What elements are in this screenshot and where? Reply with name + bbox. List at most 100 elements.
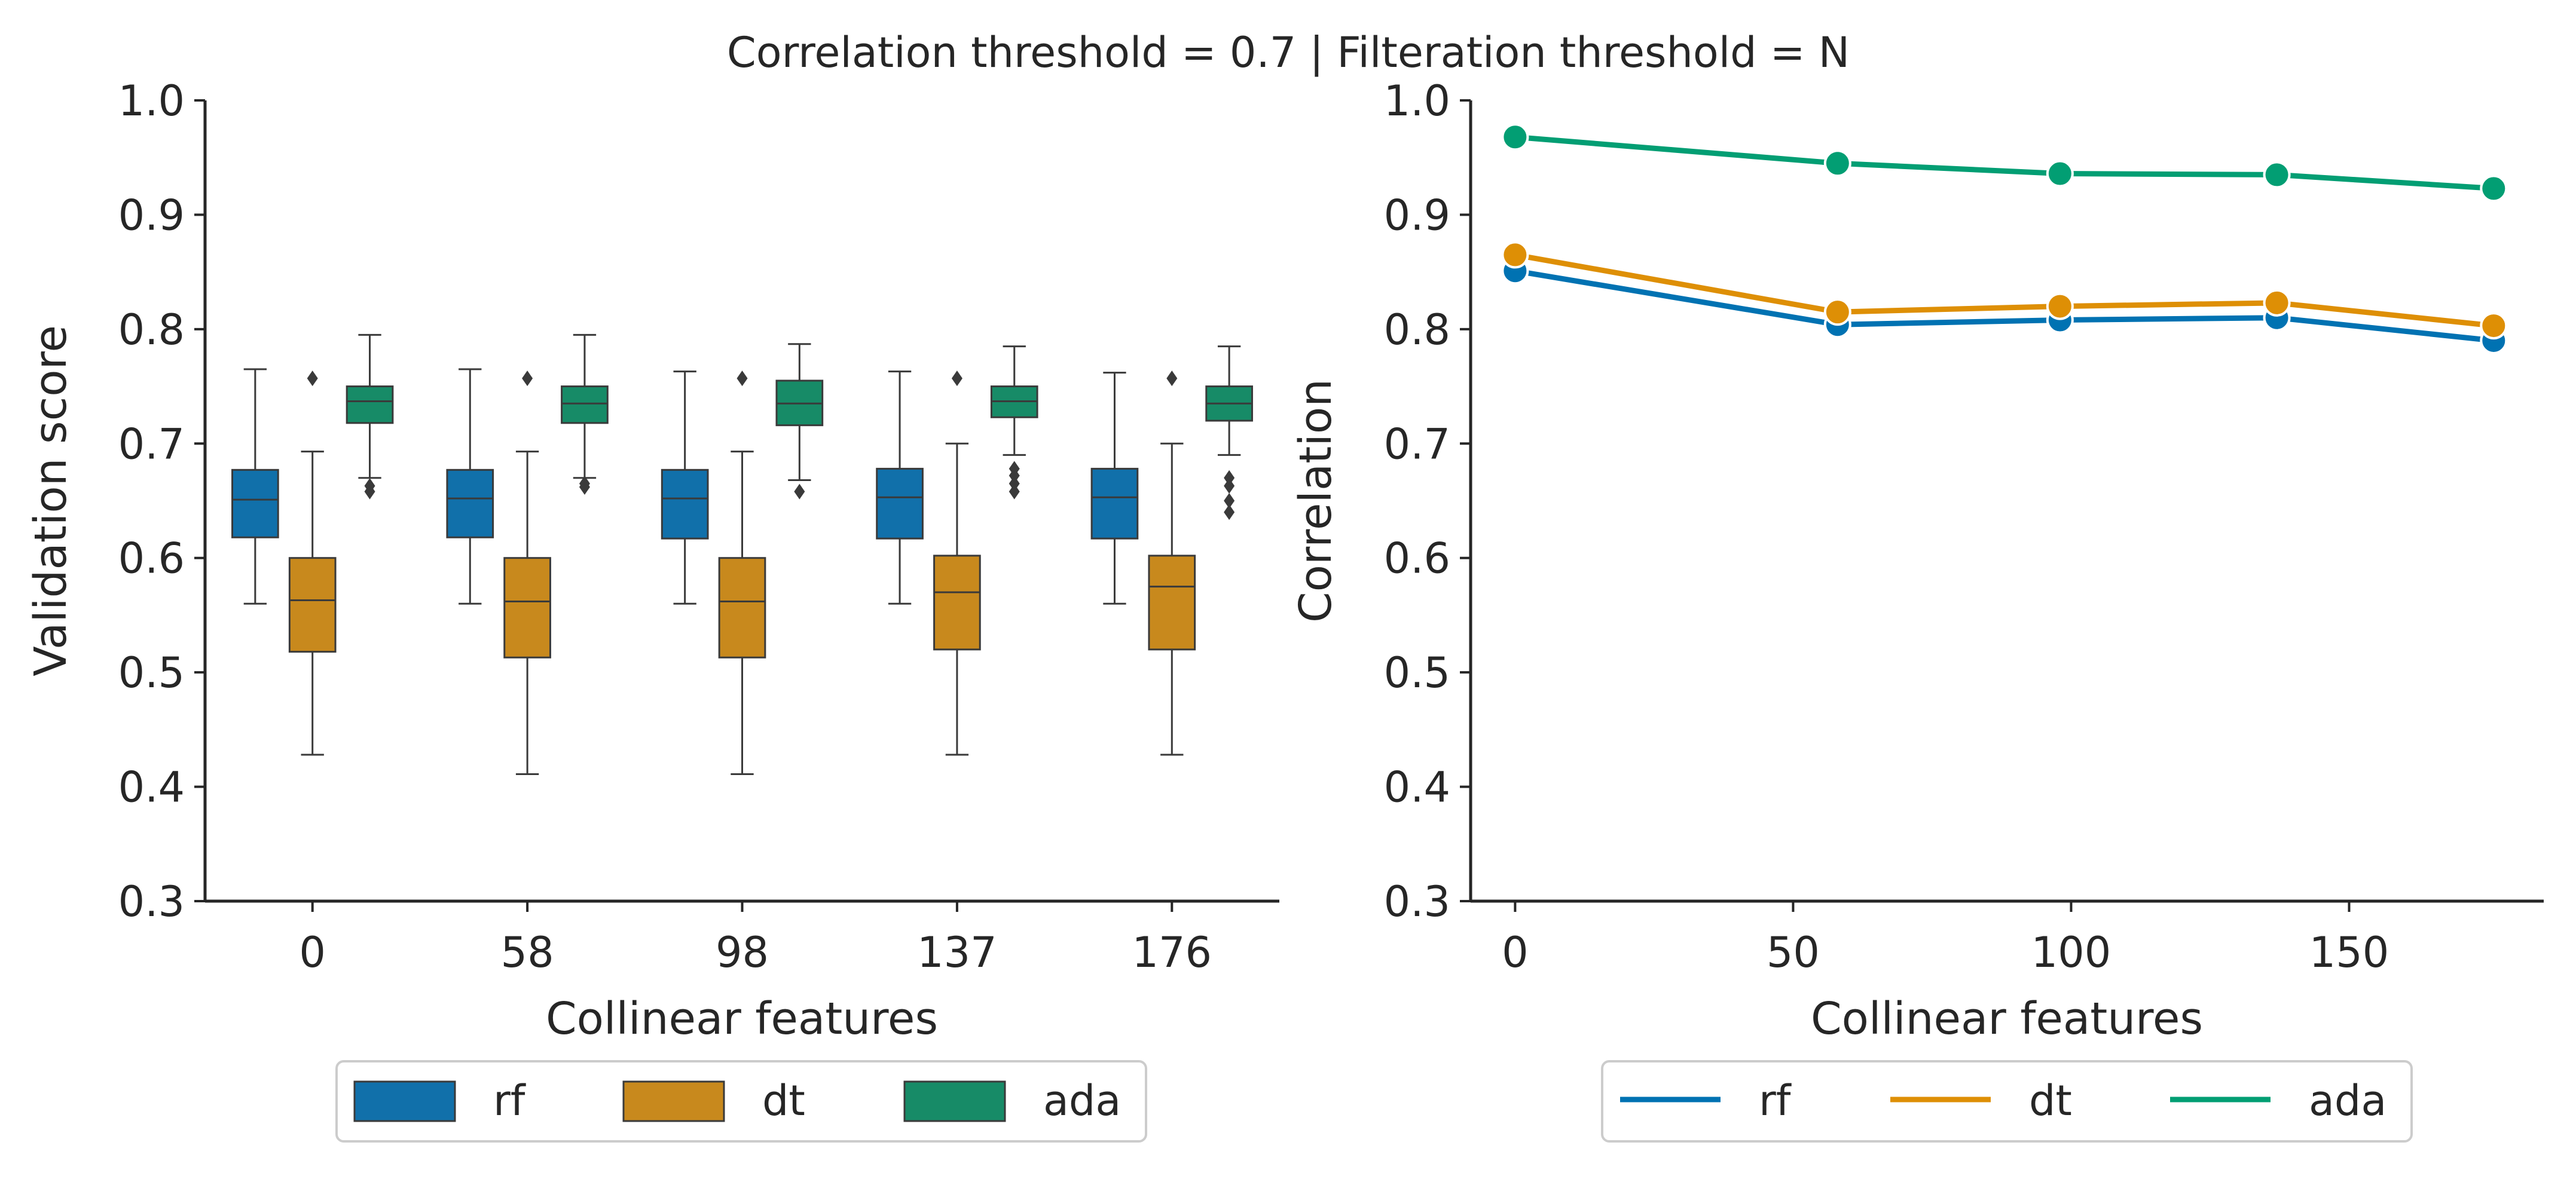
line-y-tick-label: 0.3 [1384, 877, 1450, 926]
line-point-ada [1823, 149, 1851, 177]
box-ada-98 [775, 343, 824, 500]
boxplot-x-tick-label: 58 [501, 928, 554, 977]
box-outlier-point [737, 370, 748, 387]
boxplot-y-tick-label: 0.8 [118, 305, 185, 354]
line-y-axis-label: Correlation [1290, 379, 1342, 623]
line-y-tick-label: 0.5 [1384, 648, 1450, 697]
boxplot-x-ticks: 0 58 98 137 176 [299, 901, 1212, 977]
line-point-dt [2480, 312, 2508, 340]
box-outlier-point [307, 370, 318, 387]
box-outlier-point [794, 483, 805, 500]
boxplot-legend-label-rf: rf [493, 1076, 526, 1125]
box-outlier-point [1166, 370, 1178, 387]
line-legend-label-rf: rf [1759, 1076, 1792, 1125]
line-y-tick-label: 0.9 [1384, 191, 1450, 240]
box-outlier-point [1224, 470, 1235, 486]
boxplot-x-axis-label: Collinear features [546, 993, 938, 1045]
line-y-ticks: 0.3 0.4 0.5 0.6 0.7 0.8 0.9 1.0 [1384, 76, 1471, 926]
boxplot-y-tick-label: 0.3 [118, 877, 185, 926]
boxplot-legend-swatch-rf [353, 1080, 456, 1122]
line-x-tick-label: 50 [1767, 928, 1820, 977]
box-body [661, 468, 709, 540]
line-y-tick-label: 0.6 [1384, 534, 1450, 583]
box-dt-98 [718, 370, 766, 776]
box-body [346, 385, 394, 424]
boxplot-x-tick-label: 98 [716, 928, 769, 977]
boxplot-y-axis-label: Validation score [25, 325, 77, 676]
line-point-ada [2263, 161, 2291, 189]
boxplot-x-tick-label: 137 [917, 928, 997, 977]
boxplot-marks [231, 333, 1253, 776]
line-legend-label-ada: ada [2309, 1076, 2386, 1125]
box-ada-0 [346, 333, 394, 500]
boxplot-legend: rf dt ada [335, 1060, 1147, 1143]
box-body [231, 468, 279, 538]
boxplot-legend-label-dt: dt [762, 1076, 805, 1125]
line-panel: 0.3 0.4 0.5 0.6 0.7 0.8 0.9 1.0 0 50 100 150 Colli… [1290, 76, 2544, 1143]
boxplot-legend-swatch-ada [903, 1080, 1006, 1122]
boxplot-y-tick-label: 0.6 [118, 534, 185, 583]
boxplot-legend-label-ada: ada [1043, 1076, 1121, 1125]
boxplot-x-tick-label: 0 [299, 928, 326, 977]
box-body [1148, 555, 1196, 651]
box-rf-0 [231, 368, 279, 605]
line-x-axis-label: Collinear features [1811, 993, 2203, 1045]
boxplot-panel: 0.3 0.4 0.5 0.6 0.7 0.8 0.9 1.0 0 58 98 137 176 Col… [25, 76, 1279, 1143]
box-outlier-point [1009, 467, 1020, 483]
boxplot-legend-swatch-dt [622, 1080, 725, 1122]
line-series-ada [1515, 134, 2494, 191]
boxplot-y-tick-label: 0.9 [118, 191, 185, 240]
box-ada-176 [1205, 345, 1253, 520]
line-point-ada [2046, 160, 2074, 188]
boxplot-legend-frame [335, 1060, 1147, 1143]
line-legend: rf dt ada [1601, 1060, 2413, 1143]
box-outlier-point [1224, 504, 1235, 520]
box-outlier-point [1009, 483, 1020, 500]
figure-suptitle: Correlation threshold = 0.7 | Filteratio… [727, 28, 1850, 77]
box-body [1090, 467, 1139, 540]
line-y-tick-label: 0.8 [1384, 305, 1450, 354]
line-point-dt [1501, 241, 1529, 269]
box-rf-176 [1090, 372, 1139, 605]
boxplot-y-ticks: 0.3 0.4 0.5 0.6 0.7 0.8 0.9 1.0 [118, 76, 205, 926]
box-rf-98 [661, 370, 709, 605]
box-body [503, 557, 551, 659]
box-body [718, 557, 766, 659]
box-body [561, 385, 609, 424]
line-point-dt [1823, 298, 1851, 326]
box-ada-58 [561, 333, 609, 495]
box-body [288, 557, 337, 653]
box-outlier-point [1224, 478, 1235, 494]
boxplot-x-tick-label: 176 [1132, 928, 1212, 977]
box-outlier-point [1009, 476, 1020, 492]
line-point-ada [2480, 174, 2508, 203]
line-point-dt [2263, 289, 2291, 317]
box-body [876, 467, 924, 540]
line-point-dt [2046, 292, 2074, 320]
line-legend-frame [1601, 1060, 2413, 1143]
line-y-tick-label: 1.0 [1384, 76, 1450, 125]
box-outlier-point [1224, 493, 1235, 509]
box-outlier-point [951, 370, 962, 387]
box-outlier-point [522, 370, 533, 387]
box-rf-137 [876, 370, 924, 605]
box-dt-176 [1148, 370, 1196, 756]
line-y-tick-label: 0.7 [1384, 419, 1450, 468]
box-dt-137 [933, 370, 981, 756]
line-x-ticks: 0 50 100 150 [1502, 901, 2389, 977]
line-x-tick-label: 0 [1502, 928, 1529, 977]
line-series-dt [1514, 252, 2494, 329]
box-dt-58 [503, 370, 551, 776]
box-outlier-point [364, 483, 375, 500]
box-rf-58 [446, 368, 494, 605]
box-dt-0 [288, 370, 337, 756]
line-legend-label-dt: dt [2029, 1076, 2072, 1125]
boxplot-y-tick-label: 1.0 [118, 76, 185, 125]
boxplot-y-tick-label: 0.7 [118, 419, 185, 468]
line-y-tick-label: 0.4 [1384, 763, 1450, 812]
boxplot-y-tick-label: 0.5 [118, 648, 185, 697]
box-body [446, 468, 494, 538]
box-outlier-point [579, 479, 590, 495]
box-body [933, 555, 981, 651]
line-marks [1501, 123, 2508, 354]
